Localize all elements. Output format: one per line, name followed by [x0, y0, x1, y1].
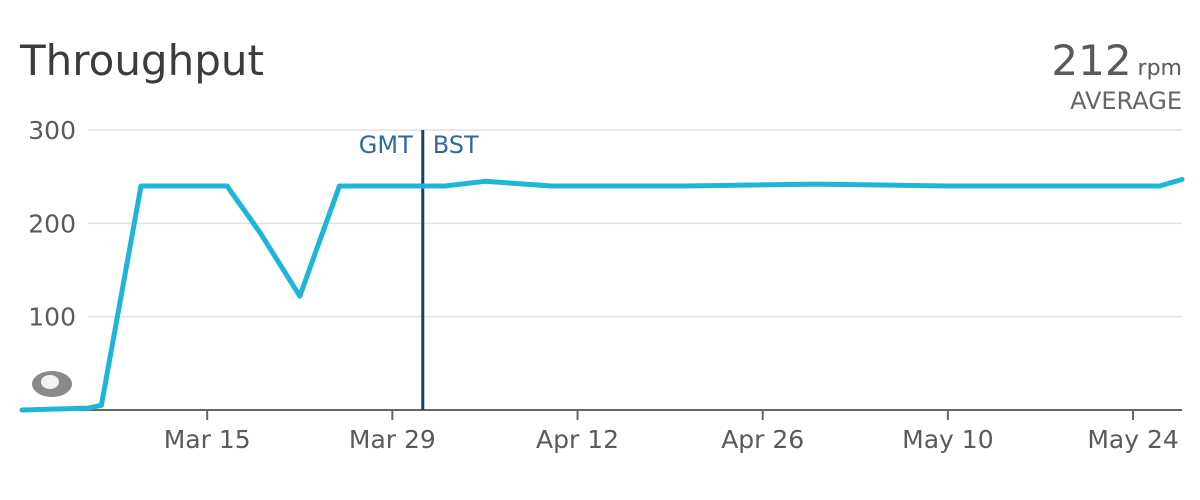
- average-label: AVERAGE: [1070, 87, 1182, 115]
- marker-bubble-icon[interactable]: [32, 371, 72, 397]
- x-tick-label: Apr 12: [536, 425, 619, 454]
- series-line-throughput: [19, 177, 1185, 413]
- series-layer: [19, 177, 1185, 413]
- x-tick-label: Mar 15: [164, 425, 251, 454]
- y-tick-label: 200: [28, 209, 76, 238]
- timezone-label-right: BST: [433, 131, 479, 159]
- x-tick-label: May 10: [902, 425, 993, 454]
- x-tick-label: Mar 29: [349, 425, 436, 454]
- timezone-label-left: GMT: [359, 131, 413, 159]
- y-tick-label: 300: [28, 116, 76, 145]
- average-metric: 212 rpm AVERAGE: [1051, 36, 1182, 115]
- average-value: 212: [1051, 36, 1132, 85]
- y-axis: 100 200 300: [28, 116, 76, 332]
- y-tick-label: 100: [28, 303, 76, 332]
- timezone-annotation: GMT BST: [359, 130, 479, 410]
- grid-lines: [88, 129, 1182, 318]
- x-axis: Mar 15 Mar 29 Apr 12 Apr 26 May 10 May 24: [164, 410, 1179, 454]
- x-tick-label: May 24: [1087, 425, 1178, 454]
- chart-title: Throughput: [20, 36, 264, 85]
- x-tick-label: Apr 26: [721, 425, 804, 454]
- average-unit: rpm: [1137, 56, 1182, 81]
